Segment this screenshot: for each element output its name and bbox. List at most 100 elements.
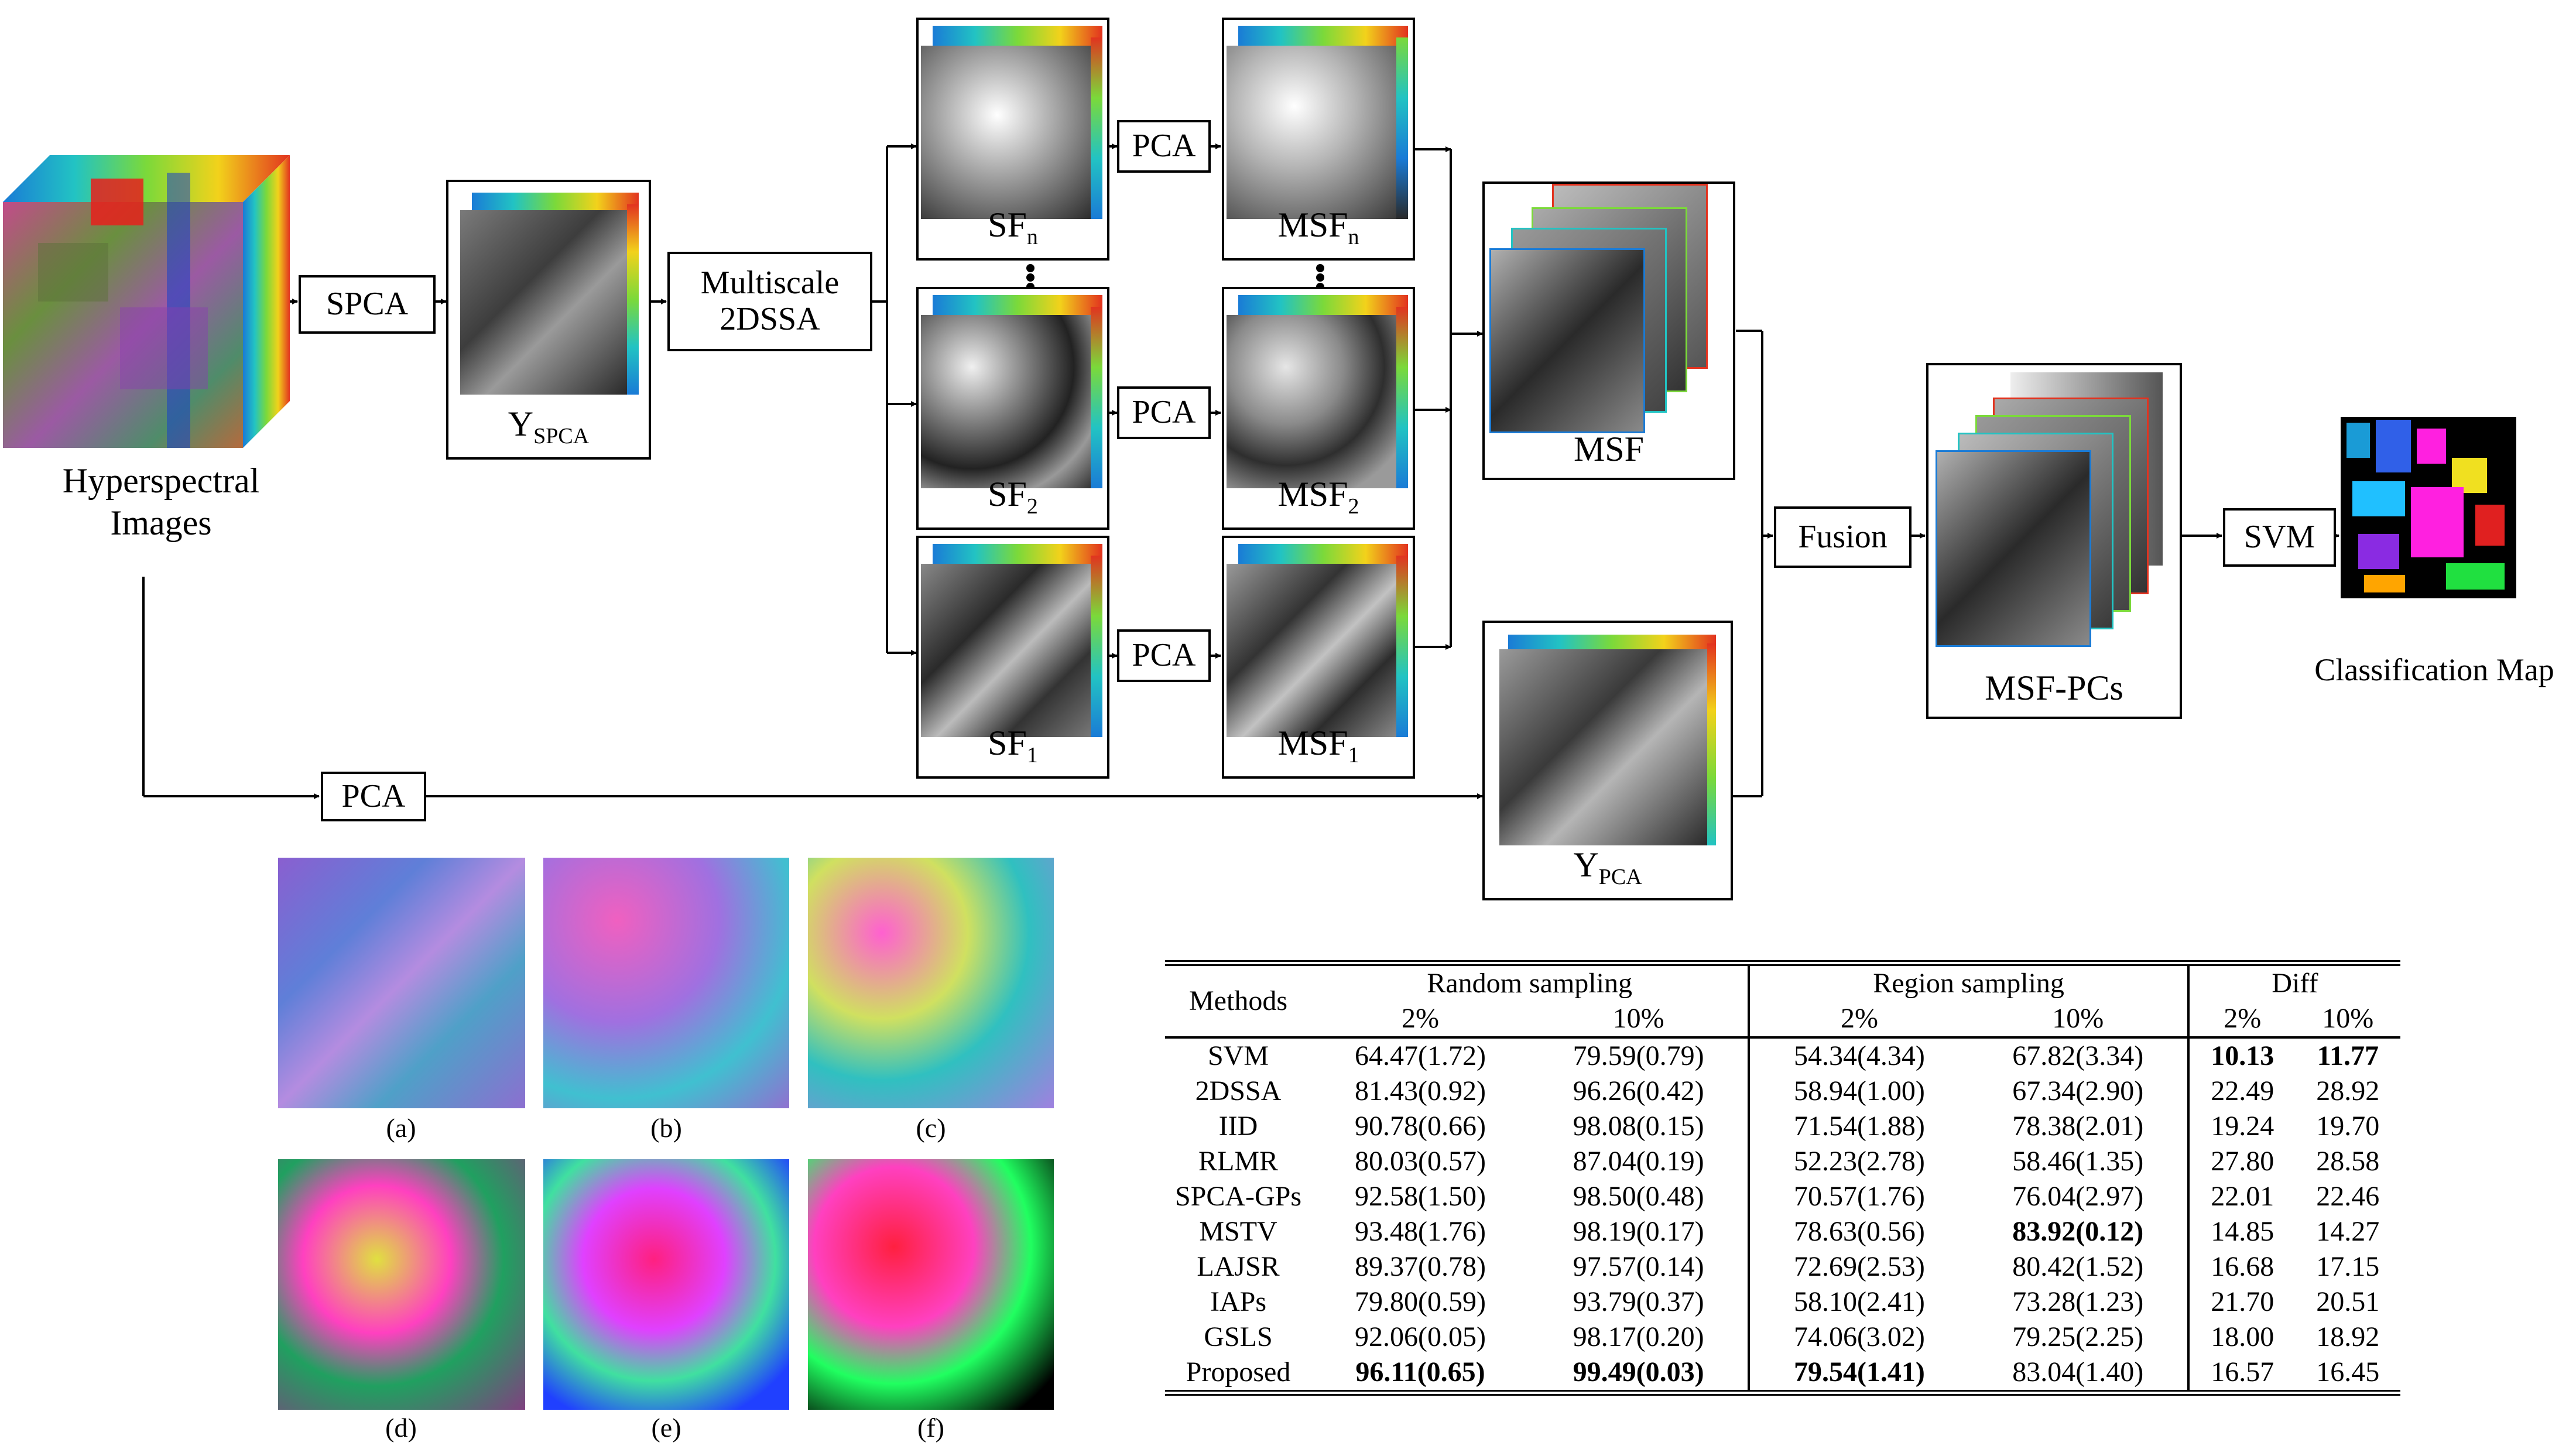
y-pca-frame: YPCA bbox=[1482, 621, 1733, 900]
sf-1-label: SF1 bbox=[988, 724, 1038, 768]
value-cell: 28.58 bbox=[2316, 1146, 2380, 1177]
sf-2-cube-image bbox=[921, 295, 1102, 488]
value-cell: 87.04(0.19) bbox=[1529, 1144, 1751, 1179]
value-cell: 76.04(2.97) bbox=[1968, 1179, 2190, 1214]
header-random-sampling: Random sampling bbox=[1311, 963, 1751, 1001]
value-cell: 79.25(2.25) bbox=[1968, 1320, 2190, 1355]
panel-c-caption: (c) bbox=[916, 1113, 946, 1143]
value-cell: 19.24 bbox=[2211, 1111, 2274, 1142]
value-cell: 83.04(1.40) bbox=[1968, 1355, 2190, 1393]
msf-1-frame: MSF1 bbox=[1222, 536, 1415, 779]
method-cell: SPCA-GPs bbox=[1174, 1181, 1302, 1212]
hyperspectral-images-label: Hyperspectral Images bbox=[62, 461, 260, 542]
table-row: RLMR 80.03(0.57) 87.04(0.19) 52.23(2.78) 58.… bbox=[1165, 1144, 2400, 1179]
fusion-box: Fusion bbox=[1774, 506, 1912, 568]
sf-n-cube-image bbox=[921, 26, 1102, 219]
value-cell: 96.11(0.65) bbox=[1355, 1356, 1485, 1388]
sf-1-cube-image bbox=[921, 544, 1102, 737]
value-cell: 58.94(1.00) bbox=[1793, 1075, 1925, 1107]
subheader: 2% bbox=[1402, 1003, 1439, 1034]
value-cell: 99.49(0.03) bbox=[1529, 1355, 1751, 1393]
value-cell: 90.78(0.66) bbox=[1355, 1111, 1486, 1142]
method-cell: SVM bbox=[1207, 1040, 1269, 1071]
msf-2-frame: MSF2 bbox=[1222, 287, 1415, 530]
msf-2-cube-image bbox=[1227, 295, 1408, 488]
value-cell: 81.43(0.92) bbox=[1355, 1075, 1486, 1107]
subheader: 10% bbox=[2322, 1003, 2374, 1034]
value-cell: 89.37(0.78) bbox=[1355, 1251, 1486, 1282]
value-cell: 93.79(0.37) bbox=[1529, 1284, 1751, 1320]
table-row: IAPs 79.80(0.59) 93.79(0.37) 58.10(2.41) 73.… bbox=[1165, 1284, 2400, 1320]
msf-stack-image bbox=[1485, 184, 1738, 433]
value-cell: 10.13 bbox=[2211, 1040, 2274, 1071]
value-cell: 67.34(2.90) bbox=[1968, 1074, 2190, 1109]
results-table: Methods Random sampling Region sampling … bbox=[1165, 960, 2400, 1396]
msf-label: MSF bbox=[1573, 430, 1645, 468]
header-diff: Diff bbox=[2272, 968, 2318, 999]
panel-e-caption: (e) bbox=[651, 1413, 681, 1443]
value-cell: 14.27 bbox=[2316, 1216, 2380, 1247]
value-cell: 54.34(4.34) bbox=[1793, 1040, 1925, 1071]
y-pca-label: YPCA bbox=[1573, 845, 1642, 889]
msf-n-cube-image bbox=[1227, 26, 1408, 219]
value-cell: 70.57(1.76) bbox=[1793, 1181, 1925, 1212]
method-cell: MSTV bbox=[1199, 1216, 1277, 1247]
value-cell: 27.80 bbox=[2211, 1146, 2274, 1177]
pca-box-scale-2: PCA bbox=[1117, 386, 1211, 439]
value-cell: 71.54(1.88) bbox=[1793, 1111, 1925, 1142]
msf-2-label: MSF2 bbox=[1277, 475, 1359, 519]
sf-1-frame: SF1 bbox=[916, 536, 1109, 779]
value-cell: 80.03(0.57) bbox=[1355, 1146, 1486, 1177]
value-cell: 17.15 bbox=[2316, 1251, 2380, 1282]
value-cell: 98.50(0.48) bbox=[1529, 1179, 1751, 1214]
msf-stack-frame: MSF bbox=[1482, 181, 1735, 480]
table-row: MSTV 93.48(1.76) 98.19(0.17) 78.63(0.56) 83.… bbox=[1165, 1214, 2400, 1249]
value-cell: 19.70 bbox=[2316, 1111, 2380, 1142]
table-row: SPCA-GPs 92.58(1.50) 98.50(0.48) 70.57(1.76… bbox=[1165, 1179, 2400, 1214]
value-cell: 28.92 bbox=[2316, 1075, 2380, 1107]
value-cell: 78.38(2.01) bbox=[1968, 1109, 2190, 1144]
value-cell: 72.69(2.53) bbox=[1793, 1251, 1925, 1282]
pca-box-scale-n: PCA bbox=[1117, 120, 1211, 173]
table-row: LAJSR 89.37(0.78) 97.57(0.14) 72.69(2.53) 80… bbox=[1165, 1249, 2400, 1284]
y-spca-label: YSPCA bbox=[508, 405, 590, 448]
method-cell: IAPs bbox=[1210, 1286, 1267, 1317]
panel-c-image bbox=[808, 858, 1054, 1108]
value-cell: 16.68 bbox=[2211, 1251, 2274, 1282]
table-row: Proposed 96.11(0.65) 99.49(0.03) 79.54(1.41… bbox=[1165, 1355, 2400, 1393]
value-cell: 98.19(0.17) bbox=[1529, 1214, 1751, 1249]
value-cell: 97.57(0.14) bbox=[1529, 1249, 1751, 1284]
msf-n-frame: MSFn bbox=[1222, 18, 1415, 261]
panel-d-image bbox=[278, 1159, 525, 1410]
value-cell: 79.54(1.41) bbox=[1793, 1356, 1925, 1388]
value-cell: 11.77 bbox=[2317, 1040, 2379, 1071]
value-cell: 22.46 bbox=[2316, 1181, 2380, 1212]
value-cell: 58.46(1.35) bbox=[1968, 1144, 2190, 1179]
value-cell: 98.08(0.15) bbox=[1529, 1109, 1751, 1144]
pca-box-bottom: PCA bbox=[321, 772, 426, 821]
table-row: 2DSSA 81.43(0.92) 96.26(0.42) 58.94(1.00) 67… bbox=[1165, 1074, 2400, 1109]
header-methods: Methods bbox=[1189, 985, 1287, 1016]
value-cell: 83.92(0.12) bbox=[1968, 1214, 2190, 1249]
header-region-sampling: Region sampling bbox=[1749, 963, 2190, 1001]
value-cell: 92.58(1.50) bbox=[1355, 1181, 1486, 1212]
panel-d-caption: (d) bbox=[385, 1413, 417, 1443]
value-cell: 64.47(1.72) bbox=[1355, 1040, 1486, 1071]
y-spca-frame: YSPCA bbox=[446, 180, 651, 460]
method-cell: Proposed bbox=[1186, 1356, 1291, 1388]
value-cell: 79.59(0.79) bbox=[1529, 1037, 1751, 1074]
value-cell: 58.10(2.41) bbox=[1793, 1286, 1925, 1317]
value-cell: 78.63(0.56) bbox=[1793, 1216, 1925, 1247]
value-cell: 92.06(0.05) bbox=[1355, 1321, 1486, 1352]
msf-1-cube-image bbox=[1227, 544, 1408, 737]
classification-map-label: Classification Map bbox=[2314, 652, 2554, 687]
value-cell: 22.01 bbox=[2211, 1181, 2274, 1212]
sf-n-label: SFn bbox=[988, 205, 1038, 249]
value-cell: 18.00 bbox=[2211, 1321, 2274, 1352]
table-row: IID 90.78(0.66) 98.08(0.15) 71.54(1.88) 78.3… bbox=[1165, 1109, 2400, 1144]
sf-2-label: SF2 bbox=[988, 475, 1038, 519]
value-cell: 79.80(0.59) bbox=[1355, 1286, 1486, 1317]
panel-a-caption: (a) bbox=[386, 1113, 416, 1143]
value-cell: 20.51 bbox=[2316, 1286, 2380, 1317]
value-cell: 14.85 bbox=[2211, 1216, 2274, 1247]
